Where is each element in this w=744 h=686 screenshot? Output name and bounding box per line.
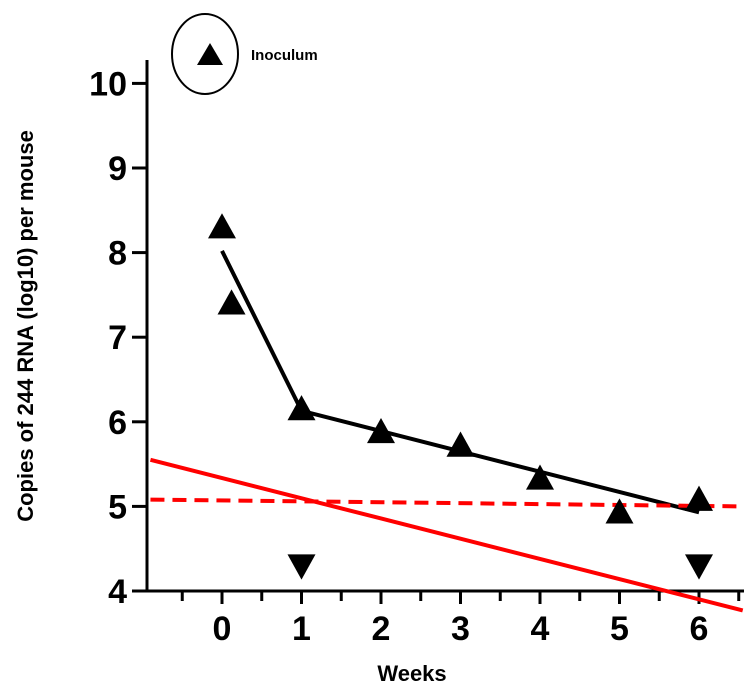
data-point-up-marker	[208, 213, 236, 239]
y-tick-label: 4	[108, 573, 127, 611]
legend-label: Inoculum	[251, 47, 318, 64]
x-tick-label: 6	[690, 610, 709, 648]
data-point-down-marker	[685, 554, 713, 580]
x-tick-label: 3	[451, 610, 470, 648]
dashed-line-2	[150, 497, 743, 509]
legend-triangle-up-icon	[197, 43, 223, 65]
y-tick-label: 8	[108, 235, 127, 273]
solid-line-0	[220, 250, 700, 515]
y-tick-label: 7	[108, 319, 127, 357]
x-axis-title: Weeks	[377, 661, 446, 686]
x-tick-label: 5	[610, 610, 629, 648]
solid-line-1	[149, 457, 744, 613]
data-point-up-marker	[526, 464, 554, 490]
x-tick-label: 2	[372, 610, 391, 648]
legend-circle	[171, 13, 239, 95]
y-tick-label: 10	[89, 65, 127, 103]
x-ticks: 0 1 2 3 4 5 6	[180, 591, 741, 648]
x-tick-label: 0	[213, 610, 232, 648]
data-point-up-marker	[685, 485, 713, 511]
data-point-up-marker	[287, 395, 316, 421]
data-point-up-marker	[446, 431, 475, 457]
data-point-down-marker	[287, 554, 316, 580]
y-tick-label: 6	[108, 404, 127, 442]
legend: Inoculum	[171, 13, 318, 95]
markers	[208, 213, 713, 580]
x-tick-label: 1	[292, 610, 311, 648]
axes: 4 5 6 7 8 9 10 0 1 2 3 4 5 6	[89, 60, 744, 648]
y-tick-label: 9	[108, 150, 127, 188]
x-tick-label: 4	[531, 610, 550, 648]
data-point-up-marker	[367, 417, 395, 444]
y-axis-title: Copies of 244 RNA (log10) per mouse	[13, 130, 38, 522]
data-point-up-marker	[217, 289, 246, 315]
data-point-up-marker	[605, 498, 634, 524]
y-tick-label: 5	[108, 488, 127, 526]
y-ticks: 4 5 6 7 8 9 10	[89, 65, 147, 611]
